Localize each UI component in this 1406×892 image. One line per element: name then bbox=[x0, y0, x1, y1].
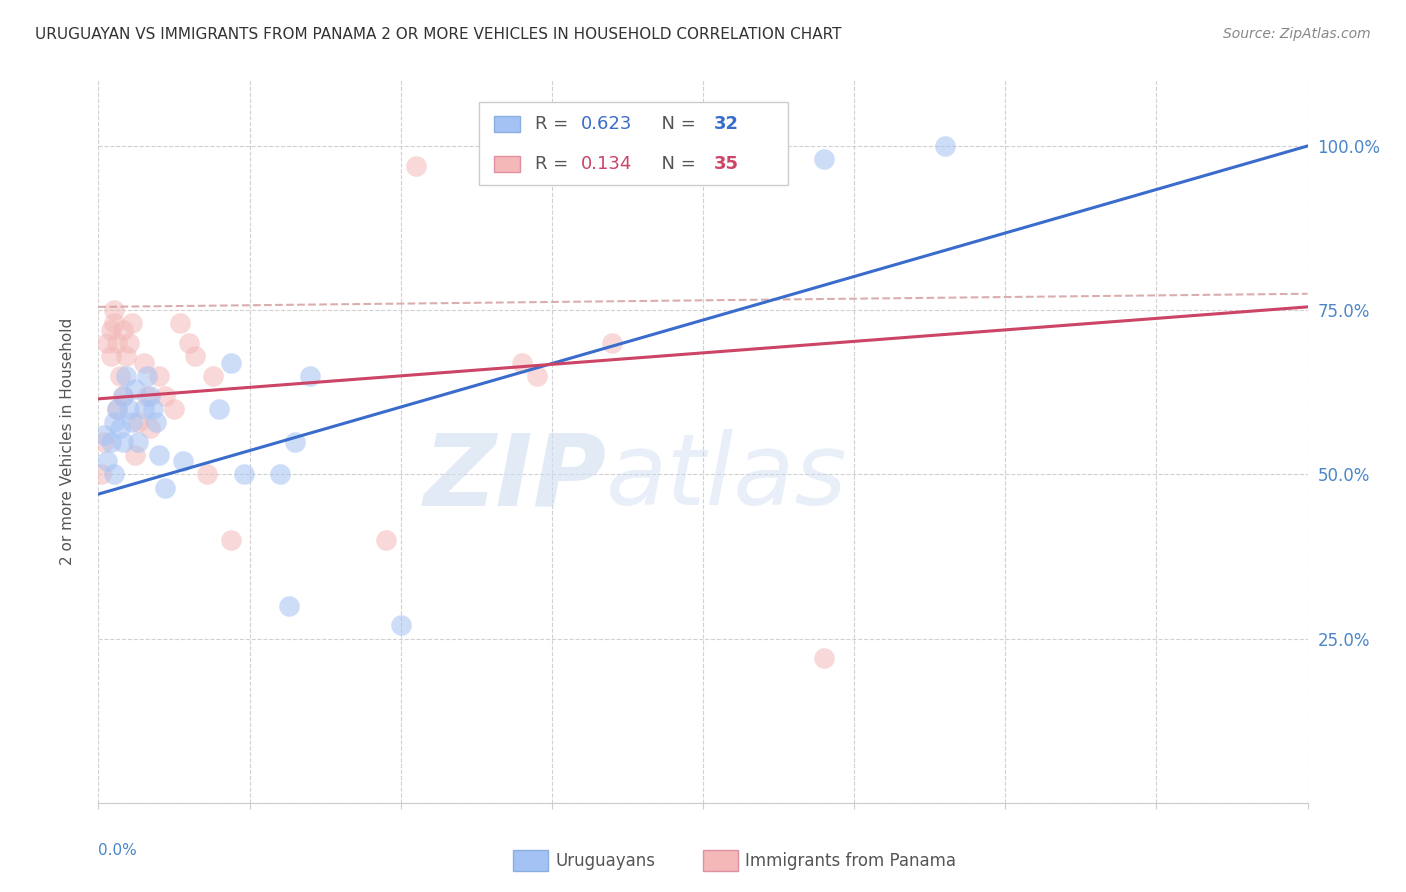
Point bbox=[105, 401, 128, 416]
Point bbox=[135, 368, 157, 383]
Point bbox=[111, 388, 134, 402]
Point bbox=[139, 388, 162, 402]
Point bbox=[221, 533, 243, 547]
Text: R =: R = bbox=[534, 155, 574, 173]
Point bbox=[526, 368, 548, 383]
Point bbox=[202, 368, 225, 383]
Point bbox=[277, 599, 299, 613]
Point bbox=[90, 467, 112, 482]
Text: atlas: atlas bbox=[606, 429, 848, 526]
Text: N =: N = bbox=[650, 155, 702, 173]
Point bbox=[111, 434, 134, 449]
Text: 0.134: 0.134 bbox=[581, 155, 633, 173]
Text: R =: R = bbox=[534, 115, 574, 134]
Text: Source: ZipAtlas.com: Source: ZipAtlas.com bbox=[1223, 27, 1371, 41]
Point bbox=[96, 454, 118, 468]
Point bbox=[813, 651, 835, 665]
Point bbox=[195, 467, 218, 482]
Point bbox=[139, 421, 162, 435]
Point bbox=[934, 139, 956, 153]
Text: ZIP: ZIP bbox=[423, 429, 606, 526]
Point bbox=[127, 434, 149, 449]
Point bbox=[232, 467, 254, 482]
Point bbox=[108, 421, 131, 435]
Point bbox=[127, 415, 149, 429]
Point bbox=[100, 349, 122, 363]
Point bbox=[374, 533, 396, 547]
Text: 32: 32 bbox=[714, 115, 740, 134]
Point bbox=[93, 434, 115, 449]
Point bbox=[132, 356, 155, 370]
Point bbox=[179, 336, 201, 351]
Point bbox=[145, 415, 167, 429]
Text: 0.0%: 0.0% bbox=[98, 843, 138, 857]
Point bbox=[100, 323, 122, 337]
FancyBboxPatch shape bbox=[494, 117, 520, 132]
Point bbox=[813, 152, 835, 166]
Point bbox=[103, 303, 125, 318]
Point bbox=[153, 481, 176, 495]
Point bbox=[172, 454, 194, 468]
Point bbox=[114, 349, 136, 363]
Point bbox=[148, 368, 170, 383]
Y-axis label: 2 or more Vehicles in Household: 2 or more Vehicles in Household bbox=[60, 318, 75, 566]
Point bbox=[121, 415, 143, 429]
Text: 0.623: 0.623 bbox=[581, 115, 633, 134]
Point bbox=[135, 388, 157, 402]
FancyBboxPatch shape bbox=[494, 156, 520, 172]
Point bbox=[405, 159, 427, 173]
Point bbox=[118, 401, 141, 416]
Point bbox=[221, 356, 243, 370]
Point bbox=[118, 336, 141, 351]
Text: 35: 35 bbox=[714, 155, 740, 173]
Point bbox=[111, 323, 134, 337]
Point bbox=[103, 316, 125, 330]
Point bbox=[153, 388, 176, 402]
Point bbox=[169, 316, 191, 330]
Point bbox=[148, 448, 170, 462]
Point bbox=[103, 467, 125, 482]
Text: N =: N = bbox=[650, 115, 702, 134]
Point bbox=[389, 618, 412, 632]
Point bbox=[124, 382, 146, 396]
Point bbox=[105, 401, 128, 416]
Point bbox=[103, 415, 125, 429]
Point bbox=[184, 349, 207, 363]
Text: URUGUAYAN VS IMMIGRANTS FROM PANAMA 2 OR MORE VEHICLES IN HOUSEHOLD CORRELATION : URUGUAYAN VS IMMIGRANTS FROM PANAMA 2 OR… bbox=[35, 27, 842, 42]
Point bbox=[93, 428, 115, 442]
Point bbox=[602, 336, 624, 351]
Point bbox=[114, 368, 136, 383]
Point bbox=[510, 356, 533, 370]
Point bbox=[132, 401, 155, 416]
Text: Uruguayans: Uruguayans bbox=[555, 852, 655, 870]
Point bbox=[299, 368, 322, 383]
Point bbox=[142, 401, 165, 416]
Point bbox=[284, 434, 307, 449]
Point bbox=[111, 388, 134, 402]
Point bbox=[208, 401, 231, 416]
Point bbox=[105, 336, 128, 351]
Text: Immigrants from Panama: Immigrants from Panama bbox=[745, 852, 956, 870]
Point bbox=[121, 316, 143, 330]
Point bbox=[100, 434, 122, 449]
Point bbox=[124, 448, 146, 462]
FancyBboxPatch shape bbox=[479, 102, 787, 185]
Point bbox=[163, 401, 186, 416]
Point bbox=[96, 336, 118, 351]
Point bbox=[108, 368, 131, 383]
Point bbox=[269, 467, 291, 482]
